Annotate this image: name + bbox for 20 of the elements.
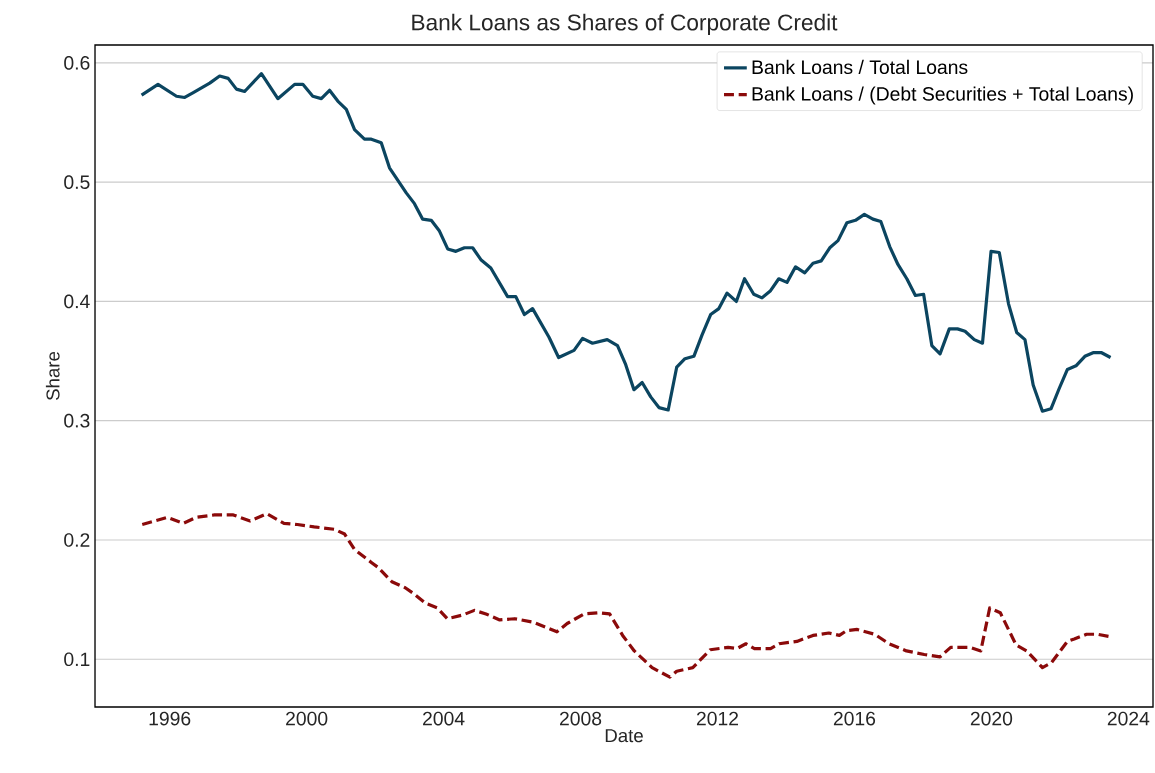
x-tick-label: 2000	[286, 711, 328, 726]
y-tick-label: 0.3	[64, 413, 90, 428]
legend-label: Bank Loans / Total Loans	[752, 59, 968, 75]
x-tick-label: 1996	[149, 711, 191, 726]
legend-label: Bank Loans / (Debt Securities + Total Loans)	[752, 86, 1133, 105]
chart-title: Bank Loans as Shares of Corporate Credit	[412, 13, 838, 35]
x-tick-label: 2004	[423, 711, 465, 726]
y-tick-label: 0.5	[64, 175, 90, 189]
x-tick-label: 2008	[560, 711, 602, 726]
x-tick-label: 2024	[1107, 711, 1150, 726]
x-tick-label: 2016	[833, 711, 876, 726]
x-tick-label: 2012	[696, 711, 739, 726]
y-tick-label: 0.1	[64, 652, 90, 667]
x-tick-label: 2020	[970, 711, 1013, 726]
y-tick-label: 0.6	[64, 56, 90, 70]
x-axis-title: Date	[605, 729, 643, 743]
y-axis-title: Share	[45, 351, 60, 401]
line-series	[140, 512, 1112, 679]
y-tick-label: 0.2	[64, 533, 90, 547]
y-tick-label: 0.4	[64, 294, 90, 309]
